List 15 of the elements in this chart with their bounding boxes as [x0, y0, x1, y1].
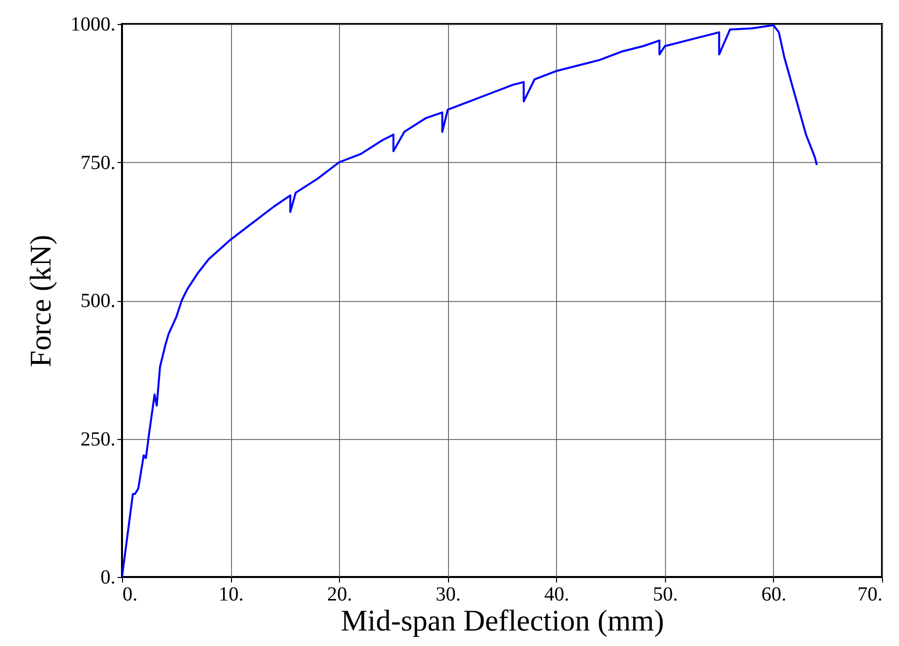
x-tick-label: 60. [761, 584, 786, 606]
y-tick-label: 250. [80, 428, 116, 450]
x-tick-label: 40. [544, 584, 570, 606]
y-tick-label: 750. [80, 152, 116, 174]
x-tick-label: 10. [218, 584, 244, 606]
x-tick-label: 70. [858, 584, 882, 606]
x-axis-title: Mid-span Deflection (mm) [340, 604, 664, 638]
y-tick-label: 0. [100, 566, 116, 588]
x-tick-label: 50. [652, 584, 678, 606]
y-tick-label: 500. [80, 290, 116, 312]
y-axis-title: Force (kN) [24, 234, 58, 368]
x-tick-label: 20. [327, 584, 352, 606]
x-tick-label: 30. [436, 584, 461, 606]
y-tick-label: 1000. [70, 14, 116, 36]
x-tick-label: 0. [122, 584, 138, 606]
